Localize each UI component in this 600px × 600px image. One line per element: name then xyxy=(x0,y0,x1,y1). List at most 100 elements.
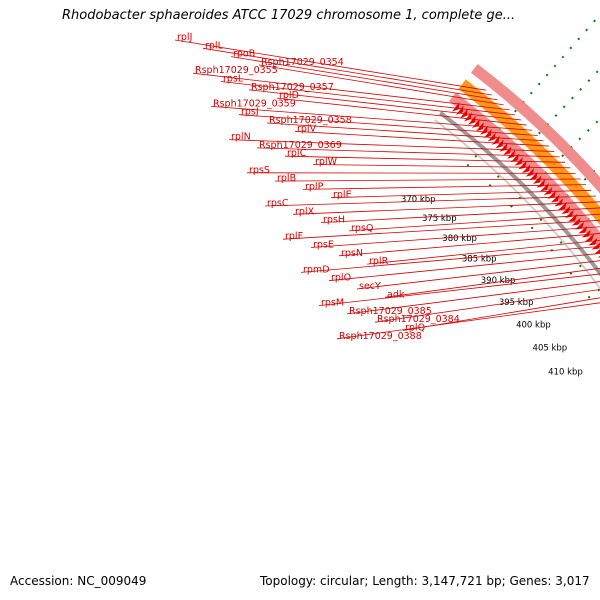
tick-label: 400 kbp xyxy=(516,321,551,331)
gene-label: Rsph17029_0355 xyxy=(195,65,278,76)
leader-line xyxy=(374,289,600,323)
leader-line xyxy=(266,122,544,142)
gene-arrow xyxy=(495,139,504,149)
leader-line xyxy=(264,195,597,207)
leader-line xyxy=(220,81,516,116)
leader-line xyxy=(318,273,600,306)
leader-line xyxy=(282,219,600,240)
gene-label: rpsH xyxy=(323,215,345,226)
gene-label: rpmD xyxy=(303,264,330,275)
backbone-inner xyxy=(434,119,600,291)
accession-text: Accession: NC_009049 xyxy=(10,574,147,588)
gene-arrow xyxy=(578,225,588,234)
gene-arrow xyxy=(479,125,488,135)
gene-arrow xyxy=(547,190,557,199)
leader-line xyxy=(256,147,560,158)
gene-label: Rsph17029_0369 xyxy=(259,140,342,151)
gene-label: Rsph17029_0385 xyxy=(349,306,432,317)
leader-line xyxy=(300,245,600,273)
gene-label: rplV xyxy=(297,123,317,134)
gene-arrow xyxy=(451,102,460,112)
tick-label: 370 kbp xyxy=(401,195,436,205)
gene-label: adk xyxy=(387,289,405,300)
gene-arrow xyxy=(468,115,476,125)
gene-label: rplB xyxy=(277,173,296,184)
gene-label: Rsph17029_0388 xyxy=(339,331,422,342)
leader-line xyxy=(336,302,600,340)
gene-arrow xyxy=(529,171,538,181)
leader-line xyxy=(294,130,549,147)
leader-line xyxy=(310,226,600,248)
gene-label: Rsph17029_0357 xyxy=(251,82,334,93)
leader-line xyxy=(384,267,600,298)
leader-line xyxy=(248,89,521,121)
tick-layer: 370 kbp 375 kbp 380 kbp 385 kbp 390 kbp 395 k… xyxy=(401,13,600,377)
gene-arrow xyxy=(475,122,484,132)
gene-label: rplD xyxy=(279,90,299,101)
gene-label: rplW xyxy=(315,157,338,168)
gene-arrow xyxy=(540,182,549,192)
gene-arrow xyxy=(597,255,600,258)
tick-label: 375 kbp xyxy=(422,214,457,224)
leader-line xyxy=(338,233,600,257)
gene-label-layer: rplJ rplL rpoB Rsph17029_0354Rsph17029_0355… xyxy=(174,32,600,342)
leader-line xyxy=(246,172,576,174)
gene-arrow xyxy=(506,149,516,159)
gene-label: rplL xyxy=(205,40,224,51)
gene-label: rpsM xyxy=(321,298,344,309)
gene-arrow xyxy=(554,198,564,207)
gene-arrow xyxy=(503,146,512,156)
tick-label: 380 kbp xyxy=(442,234,477,244)
leader-line xyxy=(366,239,600,265)
leader-line xyxy=(202,47,492,96)
gene-arrow xyxy=(550,194,560,203)
gene-label: rplC xyxy=(287,148,307,159)
gene-arrow xyxy=(521,164,531,173)
gene-label: Rsph17029_0354 xyxy=(261,57,344,68)
leader-line xyxy=(274,178,581,182)
gene-arrow xyxy=(581,229,591,238)
leader-line xyxy=(320,207,600,223)
leader-line xyxy=(302,184,586,190)
leader-line xyxy=(348,213,600,232)
gene-label: rpoB xyxy=(233,49,255,60)
gene-label: rpsJ xyxy=(241,107,259,118)
leader-line xyxy=(346,281,600,315)
leader-line xyxy=(328,253,600,282)
gene-label: Rsph17029_0384 xyxy=(377,314,460,325)
gene-label: rpsS xyxy=(249,165,270,176)
leader-line xyxy=(330,189,592,199)
gene-label: rplO xyxy=(331,273,351,284)
gene-label: rpsE xyxy=(313,240,334,251)
leader-line xyxy=(210,106,533,131)
leader-line xyxy=(312,164,571,169)
gene-arrow xyxy=(455,105,464,115)
gene-arrow xyxy=(483,128,492,138)
genome-info-text: Topology: circular; Length: 3,147,721 bp… xyxy=(260,574,590,588)
leader-line xyxy=(284,155,566,163)
tick-label: 410 kbp xyxy=(548,367,583,377)
tick-label: 390 kbp xyxy=(481,276,516,286)
tick-label: 405 kbp xyxy=(533,344,568,354)
backbone-outer xyxy=(439,111,600,277)
gene-label: rplJ xyxy=(177,32,192,43)
gene-label: rpsN xyxy=(341,248,363,259)
gene-label: rpsQ xyxy=(351,223,373,234)
leader-line xyxy=(192,72,510,111)
gene-arrow xyxy=(561,205,571,215)
leader-line xyxy=(356,260,600,290)
gene-arrow xyxy=(543,186,553,196)
gene-arrow xyxy=(591,242,600,250)
leader-line xyxy=(402,297,600,331)
gene-label: rpsC xyxy=(267,198,289,209)
gene-arrow xyxy=(588,237,598,246)
gene-arrow xyxy=(574,221,585,230)
ring-cds-pink-outer xyxy=(470,63,600,194)
map-title: Rhodobacter sphaeroides ATCC 17029 chrom… xyxy=(62,8,516,23)
gene-label: Rsph17029_0359 xyxy=(213,98,296,109)
leader-line xyxy=(174,39,486,91)
gene-label: rplR xyxy=(369,256,389,267)
gene-label: rplP xyxy=(305,181,324,192)
